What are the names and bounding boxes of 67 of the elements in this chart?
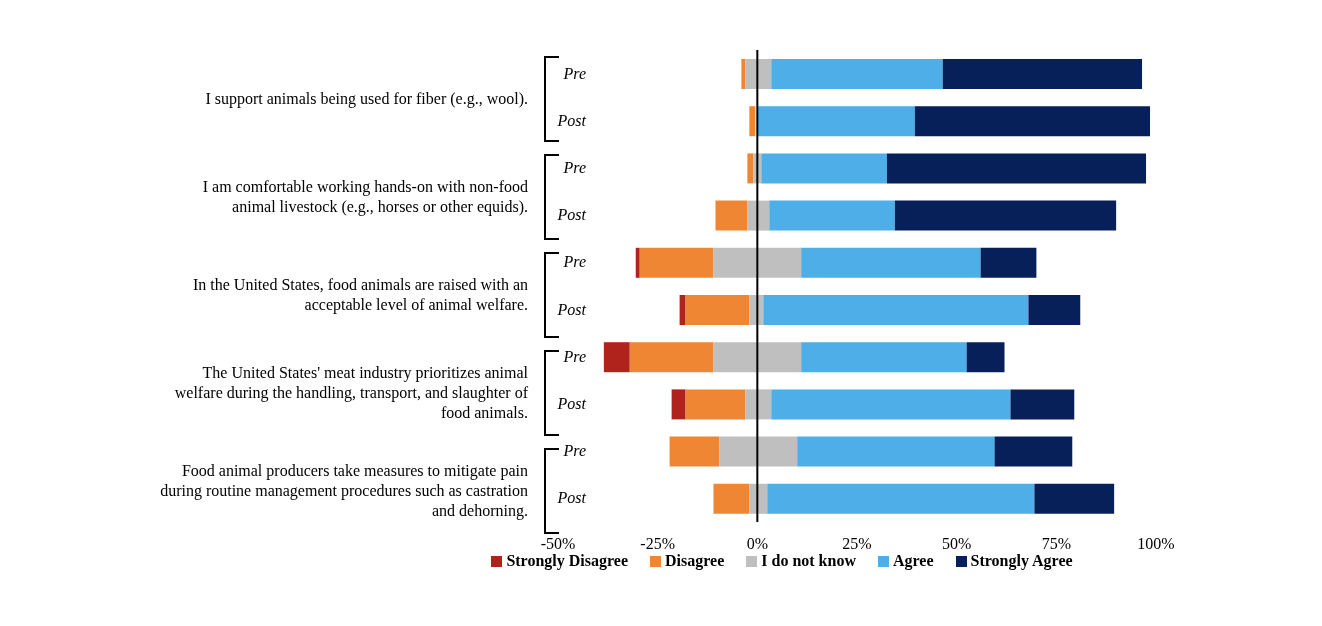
- bar: [747, 200, 770, 231]
- bar: [669, 436, 720, 467]
- bar: [942, 59, 1143, 89]
- x-tick-label: 100%: [1137, 535, 1175, 553]
- y-tick-label: Pre: [562, 159, 586, 176]
- bar: [767, 483, 1035, 514]
- x-tick-label: 25%: [842, 535, 872, 553]
- y-tick-label: Pre: [562, 442, 586, 460]
- bar: [603, 342, 630, 373]
- bar: [914, 106, 1151, 137]
- y-tick-label: Post: [556, 206, 587, 224]
- x-tick-label: -50%: [540, 535, 576, 553]
- bar: [757, 106, 915, 137]
- bar: [894, 200, 1117, 231]
- bar: [769, 200, 895, 231]
- bar: [797, 436, 995, 467]
- bar: [629, 342, 714, 373]
- bar: [749, 106, 756, 137]
- bar: [966, 342, 1005, 373]
- bar: [639, 247, 714, 278]
- bar: [679, 295, 686, 325]
- bar: [1028, 295, 1081, 325]
- x-tick-label: 50%: [942, 535, 972, 553]
- bar: [713, 483, 750, 514]
- y-tick-label: Post: [556, 489, 587, 507]
- legend-label: I do not know: [761, 552, 856, 570]
- bar: [635, 247, 640, 278]
- bar: [713, 247, 802, 278]
- bar: [685, 389, 746, 420]
- legend-label: Agree: [892, 552, 934, 570]
- legend-label: Disagree: [665, 552, 725, 570]
- bar: [763, 295, 1029, 325]
- bar: [671, 389, 686, 420]
- x-tick-label: 0%: [746, 535, 768, 553]
- y-tick-label: Post: [556, 300, 587, 318]
- y-tick-label: Pre: [562, 253, 586, 271]
- bar: [1010, 389, 1075, 420]
- bar: [886, 153, 1147, 184]
- bar: [741, 59, 746, 89]
- y-tick-label: Pre: [562, 64, 586, 82]
- bar: [771, 389, 1011, 420]
- bar: [745, 59, 772, 89]
- bar: [994, 436, 1073, 467]
- text: The United States' meat industry prioritizes animal welfare during the handling, transport, and slaughter of food animals.: [173, 363, 528, 423]
- bar: [747, 153, 754, 184]
- bar: [801, 342, 967, 373]
- bar: [1034, 483, 1115, 514]
- y-tick-label: Post: [556, 111, 587, 129]
- y-tick-label: Post: [556, 395, 587, 412]
- bar: [771, 59, 943, 89]
- legend-label: Strongly Disagree: [506, 552, 628, 570]
- bar: [713, 342, 802, 373]
- bar: [980, 247, 1037, 278]
- bar: [801, 247, 981, 278]
- text: Food animal producers take measures to mitigate pain during routine management procedures such as castration and dehorning.: [159, 461, 528, 521]
- x-tick-label: 75%: [1041, 535, 1071, 553]
- legend-label: Strongly Agree: [970, 552, 1073, 570]
- y-tick-label: Pre: [562, 347, 586, 365]
- bar: [745, 389, 772, 420]
- bar: [715, 200, 748, 231]
- text: I support animals being used for fiber (e.g., wool).: [204, 89, 528, 109]
- bar: [719, 436, 798, 467]
- x-tick-label: -25%: [640, 535, 675, 553]
- bar: [761, 153, 887, 184]
- text: I am comfortable working hands-on with non-food animal livestock (e.g., horses or other equids).: [201, 177, 528, 217]
- text: In the United States, food animals are raised with an acceptable level of animal welfare.: [192, 275, 528, 315]
- bar: [685, 295, 750, 325]
